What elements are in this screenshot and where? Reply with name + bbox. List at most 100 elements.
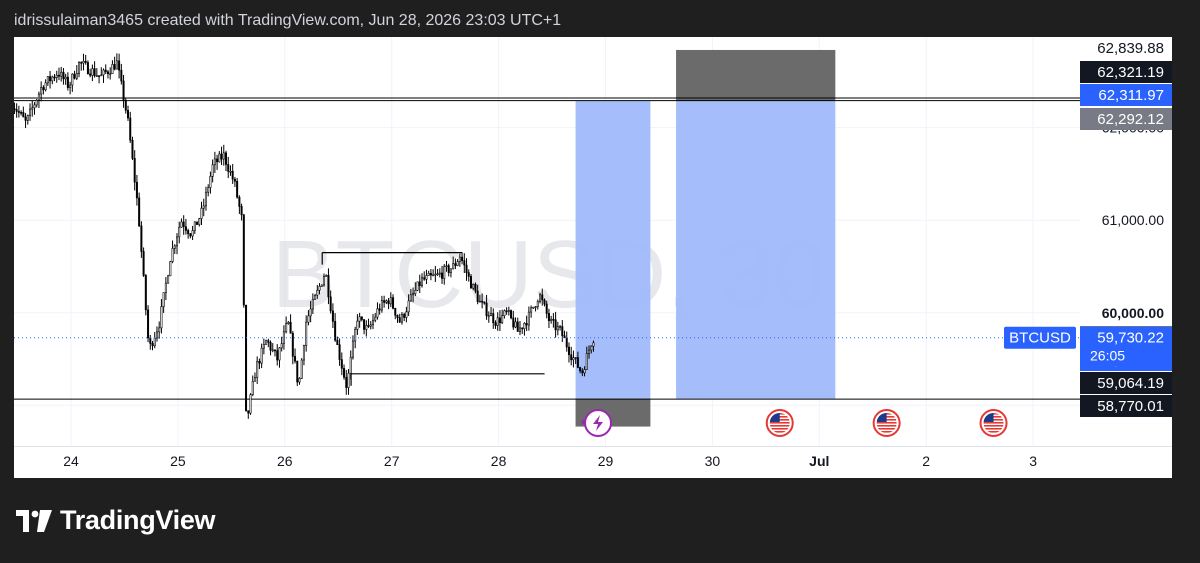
flag-stripe [876, 422, 897, 424]
candle-body [543, 299, 546, 305]
us-flag-icon[interactable] [765, 409, 794, 437]
tradingview-logo[interactable]: TradingView [16, 505, 216, 536]
x-tick-label: 25 [170, 453, 186, 469]
candle-body [416, 281, 419, 291]
range-lines[interactable] [321, 252, 545, 386]
candle-body [135, 181, 138, 199]
flag-body [769, 413, 790, 433]
candle-body [31, 107, 34, 110]
candle-body [498, 317, 501, 324]
candle-body [576, 357, 579, 368]
candle-body [256, 361, 259, 378]
candle-body [485, 302, 488, 317]
horizontal-lines[interactable] [14, 97, 1080, 400]
candle-body [98, 75, 101, 77]
flag-stripe [983, 425, 1004, 427]
candle-body [481, 300, 484, 303]
candle-body [262, 344, 265, 349]
candle-body [472, 283, 475, 289]
candle-body [494, 322, 497, 326]
candle-body [169, 261, 172, 277]
candle-body [458, 256, 461, 262]
candle-body [331, 310, 334, 322]
candle-body [398, 317, 401, 323]
candle-body [182, 221, 185, 227]
candle-body [289, 321, 292, 334]
candle-body [525, 322, 528, 326]
sparkle [581, 419, 586, 425]
candle-body [20, 111, 23, 114]
x-tick-label: 28 [491, 453, 507, 469]
candle-body [260, 347, 263, 364]
candle-body [469, 276, 472, 289]
candle-body [245, 304, 248, 411]
x-tick-label: 3 [1029, 453, 1037, 469]
candle-body [80, 62, 83, 64]
candle-body [26, 115, 29, 121]
candle-body [115, 60, 118, 70]
candlesticks [14, 53, 595, 419]
candle-body [552, 318, 555, 321]
candle-body [24, 116, 27, 121]
us-flag-icon[interactable] [872, 409, 901, 437]
symbol-label: BTCUSD [1004, 326, 1076, 349]
x-tick-label: 29 [598, 453, 614, 469]
candle-body [118, 60, 121, 71]
event-icons[interactable] [581, 409, 1008, 437]
candle-body [202, 205, 205, 209]
price-label: 62,321.19 [1080, 61, 1172, 83]
candle-body [423, 277, 426, 280]
price-label-box [1080, 372, 1172, 394]
candle-body [269, 342, 272, 351]
flag-stripe [983, 428, 1004, 430]
flag-canton [983, 413, 994, 422]
stop-zone[interactable] [676, 49, 836, 101]
candle-body [590, 345, 593, 351]
candle-body [510, 310, 513, 319]
candle-body [138, 197, 141, 227]
target-zone[interactable] [575, 100, 651, 399]
position-zones[interactable] [575, 49, 836, 427]
flag-body [876, 413, 897, 433]
chart-caption: idrissulaiman3465 created with TradingVi… [14, 12, 562, 29]
flag-stripe [769, 431, 790, 433]
candle-body [325, 275, 328, 277]
candle-body [122, 80, 125, 101]
candle-body [127, 110, 130, 119]
candle-body [347, 372, 350, 388]
candle-body [60, 71, 63, 77]
target-zone[interactable] [676, 100, 836, 399]
candle-body [420, 277, 423, 286]
candle-body [240, 206, 243, 216]
candle-body [133, 158, 136, 183]
candle-body [351, 340, 354, 358]
candle-body [91, 68, 94, 76]
candle-body [311, 298, 314, 310]
lightning-event-icon[interactable] [581, 409, 613, 437]
price-label-text: 62,839.88 [1097, 40, 1164, 57]
flag-stripe [876, 428, 897, 430]
candle-body [456, 261, 459, 266]
candle-body [253, 377, 256, 382]
candle-body [198, 218, 201, 225]
current-price-text: 59,730.22 [1097, 330, 1164, 347]
candle-body [104, 69, 107, 73]
candle-body [305, 321, 308, 346]
flag-canton [769, 413, 780, 422]
time-axis[interactable]: 24 25 26 27 28 29 30 Jul 2 3 [63, 453, 1037, 469]
candle-body [503, 310, 506, 316]
candle-body [432, 274, 435, 277]
candle-body [474, 283, 477, 292]
candle-body [189, 233, 192, 237]
us-flag-icon[interactable] [979, 409, 1008, 437]
candle-body [418, 281, 421, 286]
x-tick-label: 26 [277, 453, 293, 469]
candle-body [82, 60, 85, 64]
candle-body [554, 319, 557, 331]
candle-body [518, 327, 521, 332]
candle-body [461, 256, 464, 261]
